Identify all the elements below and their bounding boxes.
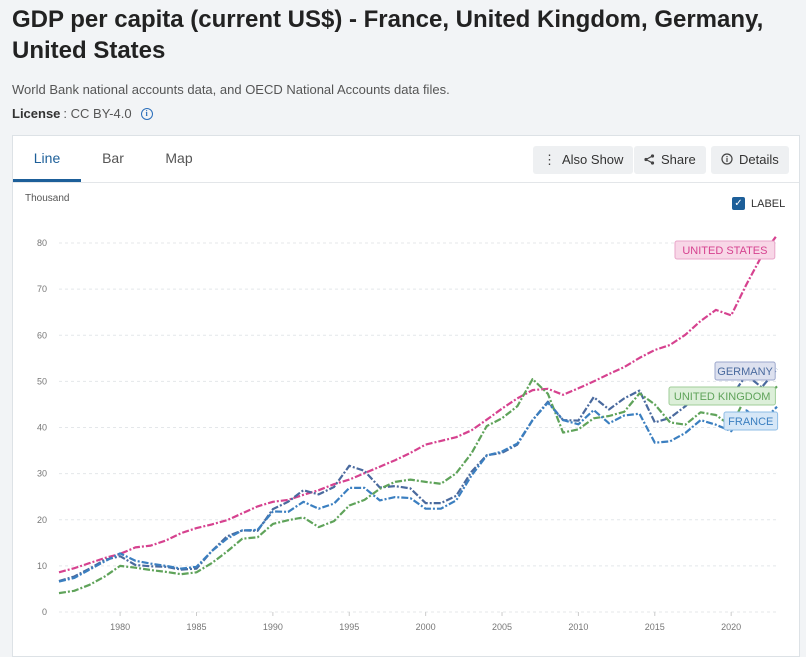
check-icon[interactable]: ✓ [732, 197, 745, 210]
series-label: FRANCE [728, 416, 773, 428]
share-label: Share [661, 152, 696, 167]
share-icon [644, 146, 655, 174]
x-tick-label: 2020 [721, 622, 741, 632]
x-tick-label: 1995 [339, 622, 359, 632]
y-tick-label: 60 [37, 330, 47, 340]
source-note: World Bank national accounts data, and O… [12, 82, 450, 97]
share-button[interactable]: Share [634, 146, 706, 174]
series-label-box [723, 411, 779, 431]
y-unit-label: Thousand [25, 193, 70, 204]
y-tick-label: 30 [37, 469, 47, 479]
license-label: License [12, 106, 61, 121]
license: License : CC BY-4.0 i [12, 106, 153, 121]
label-toggle-text: LABEL [751, 197, 786, 210]
series-label: UNITED STATES [682, 245, 767, 257]
series-line-united-states [58, 234, 778, 574]
also-show-label: Also Show [562, 152, 624, 167]
x-tick-label: 1985 [186, 622, 206, 632]
tab-map[interactable]: Map [165, 150, 193, 166]
label-toggle[interactable]: ✓ LABEL [732, 197, 785, 210]
more-vertical-icon: ⋮ [543, 152, 556, 167]
series-label: UNITED KINGDOM [674, 391, 771, 403]
info-circle-icon [721, 146, 733, 174]
chart-tabs: Line Bar Map ⋮ Also Show Share Details [13, 136, 799, 183]
details-button[interactable]: Details [711, 146, 789, 174]
tab-bar[interactable]: Bar [102, 150, 124, 166]
also-show-button[interactable]: ⋮ Also Show [533, 146, 634, 174]
y-tick-label: 20 [37, 515, 47, 525]
series-label-box [674, 240, 776, 260]
y-tick-label: 70 [37, 284, 47, 294]
line-chart: 0 10 20 30 40 50 60 70 80 1980 1985 1990 1995 2000 200… [37, 234, 779, 632]
y-tick-label: 80 [37, 238, 47, 248]
series-label-box [714, 361, 776, 381]
x-tick-label: 2015 [645, 622, 665, 632]
y-tick-label: 10 [37, 561, 47, 571]
x-tick-label: 2000 [416, 622, 436, 632]
x-tick-label: 1980 [110, 622, 130, 632]
details-label: Details [739, 152, 779, 167]
x-tick-label: 2010 [568, 622, 588, 632]
y-tick-label: 50 [37, 376, 47, 386]
y-tick-label: 40 [37, 423, 47, 433]
x-tick-label: 2005 [492, 622, 512, 632]
license-value: : CC BY-4.0 [63, 106, 132, 121]
info-icon[interactable]: i [140, 107, 153, 120]
series-label-box [668, 386, 776, 406]
series-line-germany [58, 368, 778, 583]
page-title: GDP per capita (current US$) - France, U… [12, 6, 764, 64]
series-line-france [58, 401, 778, 583]
y-tick-label: 0 [42, 607, 47, 617]
chart-card: Line Bar Map ⋮ Also Show Share Details Th… [12, 135, 800, 657]
tab-line[interactable]: Line [13, 136, 81, 182]
series-line-united-kingdom [58, 378, 778, 595]
series-label: GERMANY [717, 366, 773, 378]
x-tick-label: 1990 [263, 622, 283, 632]
